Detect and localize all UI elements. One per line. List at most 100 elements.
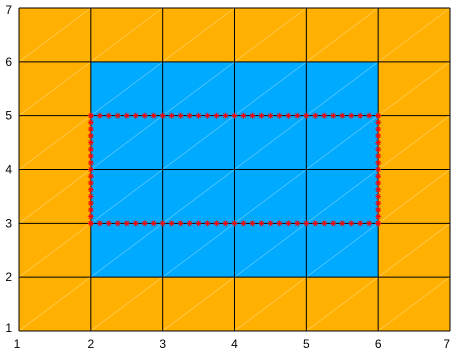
marker-point <box>375 112 382 119</box>
marker-point <box>87 112 94 119</box>
marker-point <box>177 112 184 119</box>
cell-diagonal <box>306 223 379 278</box>
marker-point <box>321 220 328 227</box>
cell-diagonal <box>18 169 92 224</box>
marker-point <box>303 112 310 119</box>
marker-point <box>177 220 184 227</box>
marker-point <box>87 179 94 186</box>
cell <box>19 223 91 278</box>
cell <box>378 8 450 62</box>
cell-diagonal <box>18 276 92 332</box>
marker-point <box>267 220 274 227</box>
marker-point <box>87 200 94 207</box>
marker-point <box>87 139 94 146</box>
cell-diagonal <box>377 169 451 224</box>
marker-point <box>375 213 382 220</box>
y-tick-label: 5 <box>5 109 12 123</box>
marker-point <box>330 220 337 227</box>
marker-point <box>87 213 94 220</box>
chart-cells <box>19 8 450 331</box>
marker-point <box>249 220 256 227</box>
marker-point <box>321 112 328 119</box>
cell <box>90 169 163 224</box>
marker-point <box>375 146 382 153</box>
marker-point <box>375 126 382 133</box>
marker-point <box>375 173 382 180</box>
marker-point <box>96 112 103 119</box>
cell <box>306 8 379 62</box>
marker-point <box>222 220 229 227</box>
marker-point <box>87 153 94 160</box>
marker-point <box>150 220 157 227</box>
cell <box>306 115 379 170</box>
marker-point <box>150 112 157 119</box>
cell-diagonal <box>306 61 379 116</box>
cell <box>306 169 379 224</box>
marker-point <box>186 112 193 119</box>
marker-point <box>375 139 382 146</box>
marker-point <box>195 220 202 227</box>
marker-point <box>105 220 112 227</box>
cell <box>162 277 235 331</box>
cell-diagonal <box>377 223 451 278</box>
marker-point <box>87 166 94 173</box>
y-tick-label: 2 <box>5 270 12 284</box>
cell <box>162 8 235 62</box>
marker-point <box>87 220 94 227</box>
cell-diagonal <box>234 169 307 224</box>
cell-diagonal <box>234 276 307 332</box>
marker-point <box>375 193 382 200</box>
cell-diagonal <box>162 61 235 116</box>
marker-point <box>339 112 346 119</box>
cell <box>162 115 235 170</box>
marker-point <box>366 220 373 227</box>
marker-point <box>87 173 94 180</box>
y-tick-label: 7 <box>5 3 12 17</box>
marker-point <box>87 132 94 139</box>
marker-point <box>168 220 175 227</box>
cell <box>234 8 307 62</box>
cell-diagonal <box>90 276 163 332</box>
cell <box>90 223 163 278</box>
y-tick-label: 4 <box>5 163 12 177</box>
marker-point <box>186 220 193 227</box>
x-tick-label: 6 <box>375 337 382 351</box>
marker-point <box>330 112 337 119</box>
x-axis: 1 2 3 4 5 6 7 <box>14 337 451 351</box>
x-tick-label: 7 <box>443 337 450 351</box>
cell-diagonal <box>162 223 235 278</box>
cell <box>162 223 235 278</box>
cell <box>90 61 163 116</box>
cell <box>234 169 307 224</box>
cell-diagonal <box>377 7 451 63</box>
marker-point <box>96 220 103 227</box>
marker-point <box>375 206 382 213</box>
marker-point <box>195 112 202 119</box>
marker-point <box>159 112 166 119</box>
cell <box>378 277 450 331</box>
cell-diagonal <box>234 61 307 116</box>
marker-point <box>285 220 292 227</box>
marker-point <box>375 200 382 207</box>
cell-diagonal <box>234 115 307 170</box>
x-tick-label: 2 <box>87 337 94 351</box>
cell-diagonal <box>377 115 451 170</box>
marker-point <box>357 220 364 227</box>
marker-point <box>375 119 382 126</box>
cell-diagonal <box>306 115 379 170</box>
marker-point <box>87 206 94 213</box>
cell-diagonal <box>234 7 307 63</box>
cell <box>90 277 163 331</box>
cell <box>19 277 91 331</box>
marker-point <box>366 112 373 119</box>
cell <box>19 169 91 224</box>
cell-diagonal <box>90 61 163 116</box>
marker-point <box>348 220 355 227</box>
cell-diagonal <box>162 115 235 170</box>
cell-diagonal <box>18 115 92 170</box>
x-tick-label: 5 <box>303 337 310 351</box>
marker-point <box>114 220 121 227</box>
y-axis: 1 2 3 4 5 6 7 <box>5 3 12 335</box>
marker-point <box>357 112 364 119</box>
